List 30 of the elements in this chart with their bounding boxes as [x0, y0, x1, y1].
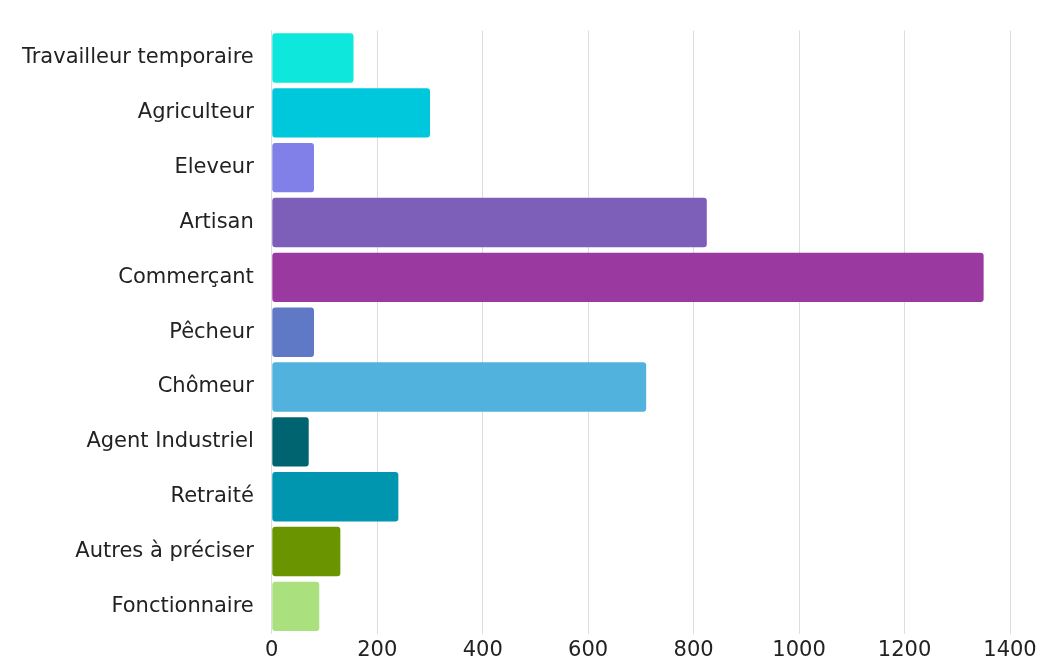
- y-tick-label: Chômeur: [157, 373, 255, 398]
- bar: [272, 33, 354, 83]
- x-tick-label: 400: [462, 636, 503, 661]
- x-tick-label: 200: [357, 636, 398, 661]
- y-tick-label: Commerçant: [118, 263, 254, 288]
- x-tick-label: 1400: [983, 636, 1037, 661]
- bar: [272, 362, 647, 412]
- bar: [272, 526, 341, 577]
- y-tick-label: Autres à préciser: [75, 538, 255, 562]
- x-tick-label: 1000: [772, 636, 826, 661]
- bar: [272, 143, 314, 193]
- y-tick-label: Retraité: [170, 483, 254, 508]
- bar: [272, 417, 309, 467]
- bar: [272, 472, 399, 522]
- bar: [272, 581, 320, 632]
- y-tick-label: Artisan: [179, 208, 254, 233]
- bar: [272, 88, 430, 138]
- y-tick-label: Travailleur temporaire: [20, 44, 254, 69]
- y-tick-label: Pêcheur: [169, 318, 255, 343]
- y-tick-label: Fonctionnaire: [111, 592, 254, 617]
- y-tick-label: Eleveur: [174, 154, 255, 179]
- x-tick-label: 800: [673, 636, 714, 661]
- bar: [272, 197, 707, 248]
- y-tick-label: Agent Industriel: [86, 428, 254, 453]
- x-tick-label: 0: [265, 636, 279, 661]
- x-tick-label: 1200: [877, 636, 932, 661]
- x-tick-label: 600: [568, 636, 609, 661]
- bar: [272, 307, 314, 357]
- bar: [272, 252, 984, 303]
- y-tick-label: Agriculteur: [137, 99, 255, 124]
